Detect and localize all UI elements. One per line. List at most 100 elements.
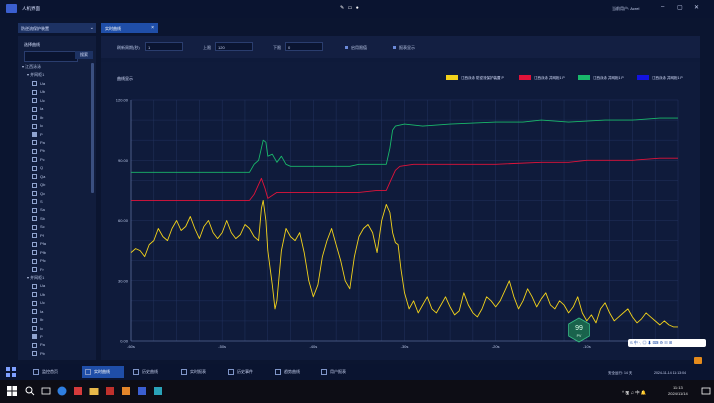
enable-limit-checkbox[interactable] <box>345 46 348 49</box>
minimize-button[interactable]: – <box>661 4 665 10</box>
task-view-icon[interactable] <box>40 385 52 397</box>
checkbox[interactable] <box>32 342 37 348</box>
title-tools[interactable]: ✎ ▭ ● <box>340 5 360 11</box>
expand-arrow-icon[interactable]: ▾ <box>27 72 31 78</box>
tree-group[interactable]: ▾ 江西泳泳 <box>18 63 90 71</box>
checkbox[interactable] <box>32 89 37 95</box>
checkbox[interactable] <box>32 182 37 188</box>
expand-arrow-icon[interactable]: ▾ <box>27 274 31 280</box>
maximize-button[interactable]: ▢ <box>677 5 683 11</box>
checkbox[interactable] <box>32 165 37 171</box>
sidebar-scrollbar[interactable] <box>91 63 94 193</box>
checkbox[interactable] <box>32 292 37 298</box>
checkbox[interactable] <box>32 250 37 256</box>
tree-group[interactable]: ▾ 并网柜1 <box>18 274 90 282</box>
tree-item[interactable]: Pa <box>18 341 90 349</box>
tree-item[interactable]: Qb <box>18 181 90 189</box>
tree-item[interactable]: P <box>18 131 90 139</box>
tree-item[interactable]: Q <box>18 164 90 172</box>
floating-toolbar[interactable]: S 中 ·, ◎ ⬇ ⌨ ⚙ ☷ ⊞ <box>628 339 706 347</box>
checkbox[interactable] <box>32 300 37 306</box>
nav-history-events[interactable]: 历史事件 <box>225 366 265 378</box>
checkbox[interactable] <box>32 233 37 239</box>
tree-item[interactable]: Pfa <box>18 240 90 248</box>
nav-monitor-home[interactable]: 监控首页 <box>30 366 70 378</box>
tree-item[interactable]: S <box>18 198 90 206</box>
tree-item[interactable]: Ic <box>18 325 90 333</box>
checkbox[interactable] <box>32 191 37 196</box>
tree-item[interactable]: Pfc <box>18 257 90 265</box>
tree-item[interactable]: Uc <box>18 299 90 307</box>
checkbox[interactable] <box>32 131 37 137</box>
orange-app-icon[interactable] <box>120 385 132 397</box>
edge-browser-icon[interactable] <box>56 385 68 397</box>
checkbox[interactable] <box>32 174 37 180</box>
tree-item[interactable]: Sa <box>18 206 90 214</box>
tree-item[interactable]: Qc <box>18 190 90 198</box>
tree-item[interactable]: Ib <box>18 316 90 324</box>
checkbox[interactable] <box>32 115 37 121</box>
checkbox[interactable] <box>32 351 37 357</box>
search-icon[interactable] <box>24 385 36 397</box>
tree-item[interactable]: Qa <box>18 173 90 181</box>
app-menu-icon[interactable] <box>6 367 16 377</box>
checkbox[interactable] <box>32 106 37 112</box>
checkbox[interactable] <box>32 81 37 87</box>
device-selector[interactable]: 防逆流保护装置 ⌄ <box>18 23 96 33</box>
close-button[interactable]: ✕ <box>694 5 700 11</box>
checkbox[interactable] <box>32 157 37 163</box>
tree-item[interactable]: Pb <box>18 350 90 358</box>
tree-item[interactable]: Uc <box>18 97 90 105</box>
tree-item[interactable]: Pc <box>18 156 90 164</box>
red-app-icon[interactable] <box>104 385 116 397</box>
checkbox[interactable] <box>32 258 37 264</box>
checkbox[interactable] <box>32 317 37 323</box>
nav-trend-curve[interactable]: 趋势曲线 <box>272 366 312 378</box>
teal-app-icon[interactable] <box>152 385 164 397</box>
checkbox[interactable] <box>32 140 37 146</box>
tree-item[interactable]: Ub <box>18 291 90 299</box>
tree-item[interactable]: Pa <box>18 139 90 147</box>
checkbox[interactable] <box>32 98 37 104</box>
taskbar-clock[interactable]: 11:13 2024/11/14 <box>668 385 688 397</box>
tree-item[interactable]: Sb <box>18 215 90 223</box>
tree-item[interactable]: Pb <box>18 147 90 155</box>
nav-realtime-report[interactable]: 实时报表 <box>178 366 218 378</box>
tree-item[interactable]: Ic <box>18 122 90 130</box>
checkbox[interactable] <box>32 148 37 154</box>
nav-history-curve[interactable]: 历史曲线 <box>130 366 170 378</box>
checkbox[interactable] <box>32 241 37 247</box>
nav-realtime-curve[interactable]: 实时曲线 <box>82 366 124 378</box>
tree-item[interactable]: Ub <box>18 88 90 96</box>
checkbox[interactable] <box>32 266 37 272</box>
checkbox[interactable] <box>32 224 37 230</box>
checkbox[interactable] <box>32 123 37 129</box>
tree-item[interactable]: Fr <box>18 266 90 274</box>
interval-select[interactable]: 1 <box>145 42 183 51</box>
search-button[interactable]: 搜索 <box>75 51 93 59</box>
notification-center-icon[interactable] <box>700 385 712 397</box>
tree-group[interactable]: ▾ 并网柜1 <box>18 71 90 79</box>
table-display-checkbox[interactable] <box>393 46 396 49</box>
hmi-app-icon[interactable] <box>136 385 148 397</box>
tree-item[interactable]: Pf <box>18 232 90 240</box>
tree-item[interactable]: Ia <box>18 308 90 316</box>
checkbox[interactable] <box>32 283 37 289</box>
tab-close-icon[interactable]: × <box>151 25 154 31</box>
expand-arrow-icon[interactable]: ▾ <box>22 64 26 69</box>
upper-limit-input[interactable]: 120 <box>215 42 253 51</box>
system-tray[interactable]: ^ 🖫 ♫ 中 🔔 <box>622 390 647 395</box>
lower-limit-input[interactable]: 0 <box>285 42 323 51</box>
checkbox[interactable] <box>32 207 37 213</box>
tree-item[interactable]: Ua <box>18 282 90 290</box>
tree-item[interactable]: Ia <box>18 105 90 113</box>
checkbox[interactable] <box>32 326 37 331</box>
windows-start-icon[interactable] <box>6 385 18 397</box>
checkbox[interactable] <box>32 334 37 340</box>
wps-icon[interactable] <box>72 385 84 397</box>
nav-user-report[interactable]: 用户报表 <box>318 366 360 378</box>
tree-item[interactable]: Ib <box>18 114 90 122</box>
notification-icon[interactable] <box>694 357 702 364</box>
tab-realtime-curve[interactable]: 实时曲线 × <box>101 23 158 33</box>
checkbox[interactable] <box>32 309 37 315</box>
